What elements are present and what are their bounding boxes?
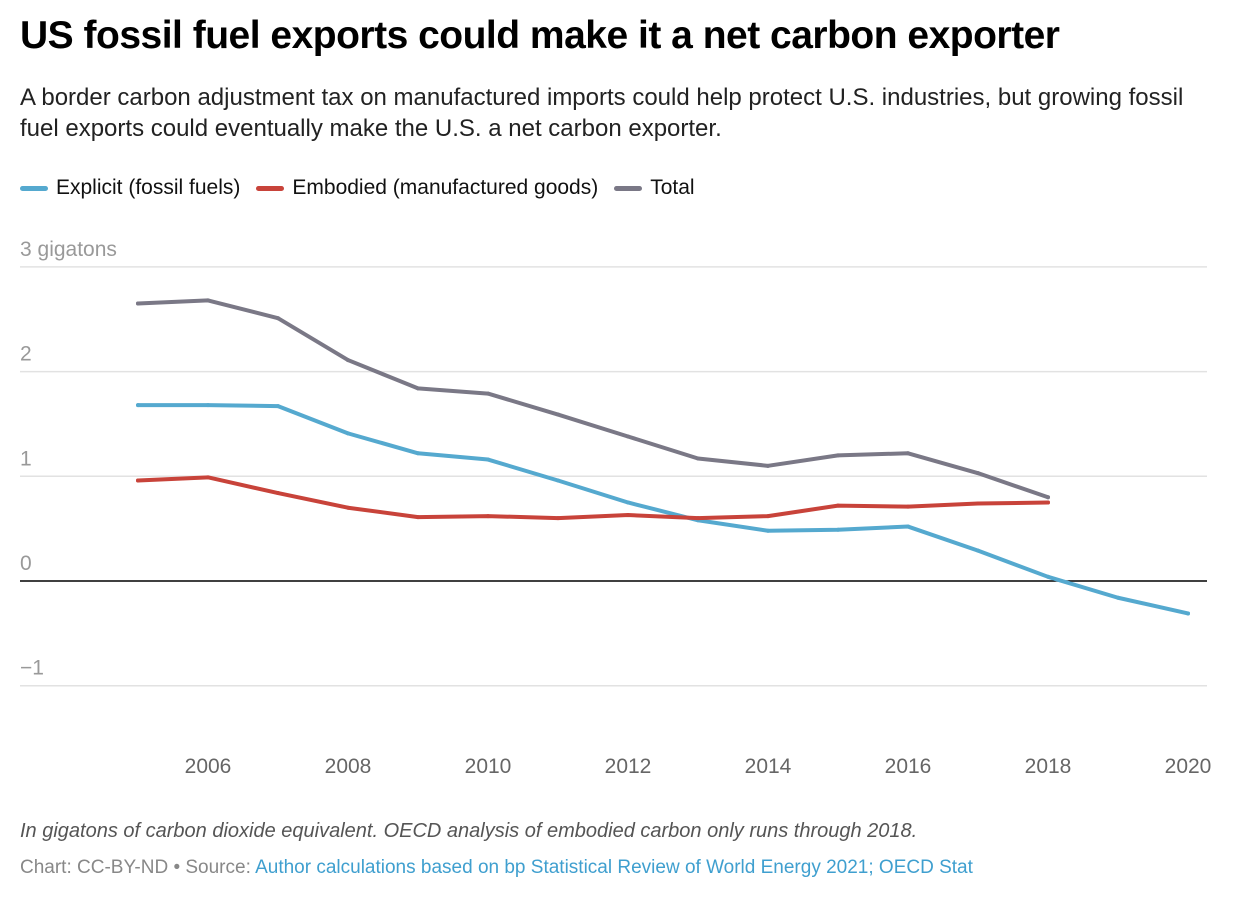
data-point bbox=[206, 298, 210, 303]
legend-swatch bbox=[256, 185, 285, 191]
data-point bbox=[556, 478, 560, 483]
legend-label: Total bbox=[650, 176, 695, 199]
line-chart: 3 gigatons 2 1 0 −1 2006 2008 2010 2012 2014 2016 2… bbox=[20, 238, 1212, 778]
legend: Explicit (fossil fuels) Embodied (manufa… bbox=[20, 176, 695, 200]
data-point bbox=[976, 548, 980, 553]
series-line-explicit-fossil-fuels bbox=[136, 403, 1190, 616]
data-point bbox=[276, 316, 280, 321]
legend-label: Explicit (fossil fuels) bbox=[56, 176, 241, 199]
data-point bbox=[906, 451, 910, 456]
x-tick-label: 2012 bbox=[605, 755, 652, 778]
data-point bbox=[206, 475, 210, 480]
data-point bbox=[276, 404, 280, 409]
x-tick-label: 2020 bbox=[1165, 755, 1212, 778]
data-point bbox=[906, 504, 910, 509]
x-tick-label: 2006 bbox=[185, 755, 232, 778]
data-point bbox=[1046, 500, 1050, 505]
data-point bbox=[976, 501, 980, 506]
data-point bbox=[626, 434, 630, 439]
data-point bbox=[136, 301, 140, 306]
series-line-embodied-manufactured-goods bbox=[136, 475, 1050, 521]
data-point bbox=[696, 456, 700, 461]
x-tick-label: 2014 bbox=[745, 755, 792, 778]
legend-item-explicit: Explicit (fossil fuels) bbox=[20, 176, 240, 200]
data-point bbox=[836, 503, 840, 508]
y-tick-label: 3 gigatons bbox=[20, 238, 117, 261]
data-point bbox=[836, 527, 840, 532]
data-point bbox=[416, 451, 420, 456]
data-point bbox=[346, 431, 350, 436]
data-point bbox=[1046, 574, 1050, 579]
legend-swatch bbox=[614, 185, 643, 191]
legend-item-embodied: Embodied (manufactured goods) bbox=[256, 176, 598, 200]
data-point bbox=[556, 516, 560, 521]
data-point bbox=[486, 391, 490, 396]
data-point bbox=[136, 478, 140, 483]
data-point bbox=[346, 505, 350, 510]
series-line-total bbox=[136, 298, 1050, 500]
data-point bbox=[276, 491, 280, 496]
legend-label: Embodied (manufactured goods) bbox=[292, 176, 599, 199]
y-tick-label: 1 bbox=[20, 447, 32, 470]
data-point bbox=[1046, 495, 1050, 500]
data-point bbox=[1116, 595, 1120, 600]
x-tick-label: 2008 bbox=[325, 755, 372, 778]
chart-subtitle: A border carbon adjustment tax on manufa… bbox=[20, 84, 1184, 142]
source-prefix: Chart: CC-BY-ND • Source: bbox=[20, 857, 256, 878]
data-point bbox=[626, 500, 630, 505]
y-tick-label: −1 bbox=[20, 657, 44, 680]
x-tick-label: 2010 bbox=[465, 755, 512, 778]
data-point bbox=[486, 514, 490, 519]
data-point bbox=[1186, 611, 1190, 616]
data-point bbox=[136, 403, 140, 408]
data-point bbox=[766, 463, 770, 468]
data-point bbox=[346, 358, 350, 363]
data-point bbox=[416, 515, 420, 520]
legend-item-total: Total bbox=[614, 176, 695, 200]
data-point bbox=[416, 386, 420, 391]
chart-note: In gigatons of carbon dioxide equivalent… bbox=[20, 820, 918, 842]
data-point bbox=[836, 453, 840, 458]
data-point bbox=[766, 528, 770, 533]
data-point bbox=[696, 516, 700, 521]
x-tick-label: 2018 bbox=[1025, 755, 1072, 778]
x-tick-label: 2016 bbox=[885, 755, 932, 778]
source-link[interactable]: Author calculations based on bp Statisti… bbox=[255, 857, 973, 878]
chart-source: Chart: CC-BY-ND • Source: Author calcula… bbox=[20, 857, 973, 879]
data-point bbox=[976, 471, 980, 476]
y-tick-label: 2 bbox=[20, 343, 32, 366]
legend-swatch bbox=[20, 185, 48, 191]
data-point bbox=[556, 412, 560, 417]
chart-title: US fossil fuel exports could make it a n… bbox=[20, 14, 1060, 57]
data-point bbox=[206, 403, 210, 408]
data-point bbox=[626, 513, 630, 518]
data-point bbox=[906, 524, 910, 529]
data-point bbox=[486, 457, 490, 462]
y-tick-label: 0 bbox=[20, 552, 32, 575]
data-point bbox=[766, 514, 770, 519]
